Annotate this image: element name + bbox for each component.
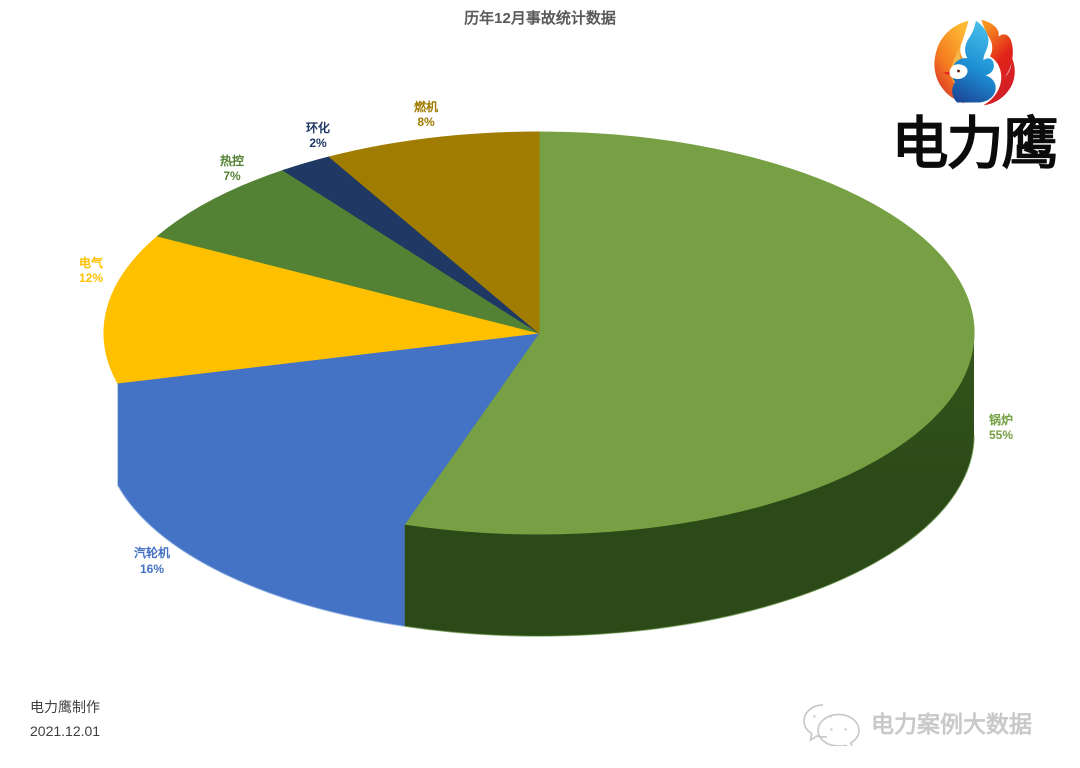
svg-text:环化: 环化 [306,120,330,135]
svg-text:汽轮机: 汽轮机 [134,545,170,560]
svg-text:55%: 55% [989,428,1013,442]
svg-text:电气: 电气 [79,255,103,270]
svg-text:2%: 2% [309,136,327,150]
svg-text:7%: 7% [223,169,241,183]
svg-text:电力鹰: 电力鹰 [892,112,1057,176]
svg-text:电力案例大数据: 电力案例大数据 [871,711,1032,737]
svg-text:16%: 16% [140,562,164,576]
svg-text:热控: 热控 [220,153,244,168]
svg-text:8%: 8% [417,115,435,129]
svg-text:12%: 12% [79,271,103,285]
svg-text:锅炉: 锅炉 [989,412,1013,427]
svg-text:燃机: 燃机 [414,99,438,114]
